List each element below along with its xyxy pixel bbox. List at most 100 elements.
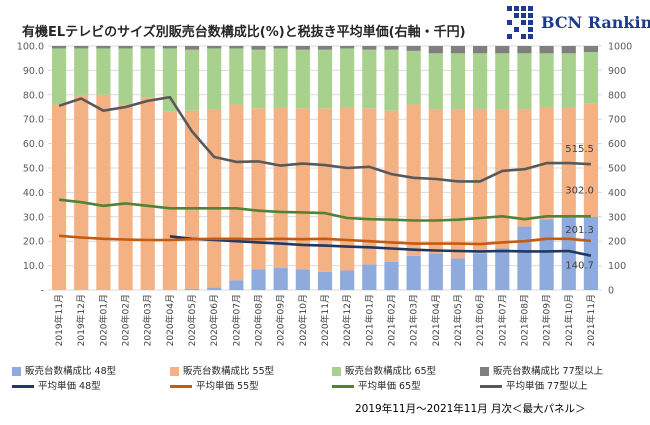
bar-segment-3 xyxy=(96,48,111,95)
legend-label: 販売台数構成比 48型 xyxy=(25,366,117,377)
data-label: 515.5 xyxy=(565,144,594,155)
bar-segment-1 xyxy=(406,255,421,290)
x-axis-label: 2021年04月 xyxy=(430,294,442,346)
bar-segment-4 xyxy=(473,46,488,54)
x-axis-label: 2020年02月 xyxy=(120,294,132,346)
bar-segment-1 xyxy=(517,226,532,290)
bar-segment-1 xyxy=(295,269,310,290)
bar-segment-2 xyxy=(184,110,200,289)
bar-segment-2 xyxy=(162,111,177,290)
bar-segment-1 xyxy=(539,219,554,290)
bar-segment-2 xyxy=(362,108,377,265)
bar-segment-1 xyxy=(583,216,599,290)
bar-segment-2 xyxy=(340,107,355,271)
legend-item: 販売台数構成比 48型 xyxy=(12,363,116,377)
bar-segment-2 xyxy=(96,94,111,290)
legend-swatch xyxy=(332,367,341,376)
legend-item: 平均単価 65型 xyxy=(332,378,421,392)
legend-label: 平均単価 48型 xyxy=(38,381,101,392)
bar-segment-2 xyxy=(74,94,89,290)
right-axis-tick-label: 900 xyxy=(608,66,626,77)
bar-segment-1 xyxy=(495,248,510,290)
legend-swatch xyxy=(12,367,21,376)
bar-segment-2 xyxy=(295,108,310,270)
bar-segment-2 xyxy=(495,109,510,249)
bar-segment-4 xyxy=(251,46,266,50)
legend-swatch xyxy=(480,367,489,376)
x-axis-label: 2021年08月 xyxy=(518,294,530,346)
left-axis-tick-label: 50.0 xyxy=(23,164,44,175)
bar-segment-3 xyxy=(140,48,155,98)
x-axis-label: 2021年11月 xyxy=(585,294,597,346)
bar-segment-1 xyxy=(450,258,466,290)
bar-segment-2 xyxy=(229,104,244,281)
x-axis-label: 2021年10月 xyxy=(563,294,575,346)
x-axis-label: 2019年12月 xyxy=(75,294,87,346)
bar-segment-3 xyxy=(539,53,554,107)
bar-segment-3 xyxy=(251,49,266,109)
right-axis-tick-label: 400 xyxy=(608,188,626,199)
bar-segment-4 xyxy=(140,46,155,49)
bar-segment-3 xyxy=(118,48,133,105)
bar-segment-4 xyxy=(162,46,177,49)
bar-segment-4 xyxy=(583,46,599,53)
bar-segment-4 xyxy=(340,46,355,49)
bar-segment-1 xyxy=(273,268,288,290)
bar-segment-3 xyxy=(428,53,443,110)
bar-segment-4 xyxy=(428,46,443,54)
brand-name: BCN Ranking xyxy=(541,13,650,32)
legend-swatch xyxy=(170,367,179,376)
bar-segment-2 xyxy=(118,104,133,290)
bar-segment-4 xyxy=(384,46,399,50)
bar-segment-3 xyxy=(583,52,599,104)
legend-label: 販売台数構成比 65型 xyxy=(345,366,437,377)
bar-segment-4 xyxy=(273,46,288,49)
x-axis-label: 2020年01月 xyxy=(97,294,109,346)
bar-segment-2 xyxy=(384,110,399,262)
x-axis-label: 2020年10月 xyxy=(297,294,309,346)
bar-segment-1 xyxy=(207,287,222,290)
x-axis-label: 2021年05月 xyxy=(452,294,464,346)
bar-segment-1 xyxy=(229,280,244,290)
bar-segment-1 xyxy=(317,271,333,290)
x-axis-label: 2021年02月 xyxy=(385,294,397,346)
bar-segment-4 xyxy=(495,46,510,54)
bar-segment-3 xyxy=(384,49,399,111)
bar-segment-3 xyxy=(295,49,310,109)
bar-segment-1 xyxy=(561,216,576,290)
bar-segment-4 xyxy=(229,46,244,49)
legend-label: 平均単価 55型 xyxy=(196,381,259,392)
bar-segment-4 xyxy=(561,46,576,54)
bar-segment-1 xyxy=(251,269,266,290)
bcn-logo: BCN Ranking xyxy=(505,4,650,44)
x-axis-label: 2021年06月 xyxy=(474,294,486,346)
legend-label: 平均単価 65型 xyxy=(358,381,421,392)
right-axis-tick-label: 600 xyxy=(608,139,626,150)
bar-segment-1 xyxy=(340,270,355,290)
bar-segment-4 xyxy=(362,46,377,50)
bar-segment-4 xyxy=(317,46,333,50)
bar-segment-2 xyxy=(583,103,599,217)
bar-segment-3 xyxy=(229,48,244,105)
bar-segment-4 xyxy=(118,46,133,49)
right-axis-tick-label: 800 xyxy=(608,90,626,101)
data-label: 302.0 xyxy=(565,185,594,196)
right-axis-tick-label: 500 xyxy=(608,164,626,175)
bar-segment-1 xyxy=(384,261,399,290)
legend-item: 販売台数構成比 55型 xyxy=(170,363,274,377)
x-axis-label: 2020年12月 xyxy=(341,294,353,346)
bar-segment-3 xyxy=(450,53,466,110)
bar-segment-4 xyxy=(74,46,89,49)
x-axis-label: 2020年08月 xyxy=(253,294,265,346)
logo-grid-icon xyxy=(507,6,535,42)
x-axis-label: 2021年09月 xyxy=(541,294,553,346)
bar-segment-2 xyxy=(317,108,333,272)
price-line-3 xyxy=(58,198,591,222)
right-axis-tick-label: 100 xyxy=(608,261,626,272)
x-axis-label: 2021年03月 xyxy=(408,294,420,346)
bar-segment-2 xyxy=(207,109,222,288)
legend-line-swatch xyxy=(332,385,354,388)
x-axis-label: 2021年01月 xyxy=(363,294,375,346)
bar-segment-1 xyxy=(428,253,443,290)
